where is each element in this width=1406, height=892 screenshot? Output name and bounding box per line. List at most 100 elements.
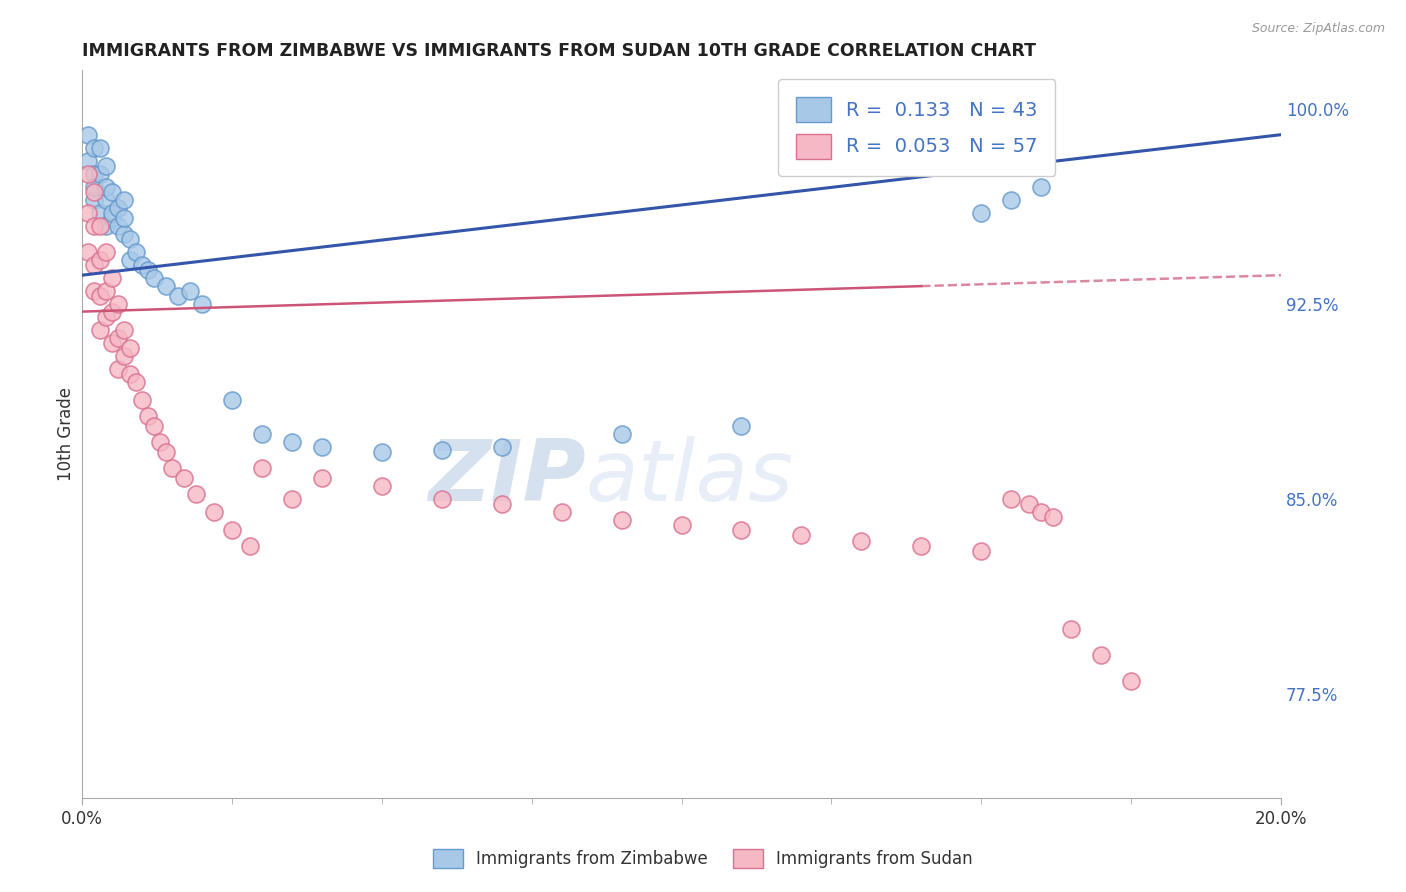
Point <box>101 304 124 318</box>
Point <box>239 539 262 553</box>
Point <box>160 460 183 475</box>
Point <box>120 367 142 381</box>
Point <box>1031 505 1053 519</box>
Legend: Immigrants from Zimbabwe, Immigrants from Sudan: Immigrants from Zimbabwe, Immigrants fro… <box>426 842 980 875</box>
Point <box>136 409 159 423</box>
Point <box>112 193 135 207</box>
Point <box>83 258 105 272</box>
Point <box>430 491 453 506</box>
Point <box>125 244 148 259</box>
Point <box>430 442 453 457</box>
Text: ZIP: ZIP <box>427 436 586 519</box>
Point <box>107 362 129 376</box>
Point <box>311 471 333 485</box>
Point <box>1031 179 1053 194</box>
Point <box>107 219 129 233</box>
Point <box>143 270 166 285</box>
Point <box>112 227 135 241</box>
Point <box>610 426 633 441</box>
Point <box>101 335 124 350</box>
Point <box>101 206 124 220</box>
Point <box>970 544 993 558</box>
Point <box>1000 193 1022 207</box>
Point <box>89 252 111 267</box>
Point <box>250 460 273 475</box>
Point <box>155 278 177 293</box>
Point <box>89 323 111 337</box>
Legend: R =  0.133   N = 43, R =  0.053   N = 57: R = 0.133 N = 43, R = 0.053 N = 57 <box>779 79 1056 176</box>
Point <box>179 284 201 298</box>
Point <box>77 244 100 259</box>
Point <box>671 518 693 533</box>
Point <box>155 445 177 459</box>
Point <box>491 497 513 511</box>
Point <box>910 539 932 553</box>
Point <box>191 297 214 311</box>
Text: IMMIGRANTS FROM ZIMBABWE VS IMMIGRANTS FROM SUDAN 10TH GRADE CORRELATION CHART: IMMIGRANTS FROM ZIMBABWE VS IMMIGRANTS F… <box>82 42 1036 60</box>
Point <box>77 206 100 220</box>
Point <box>1090 648 1112 662</box>
Point <box>730 523 752 537</box>
Point <box>173 471 195 485</box>
Point <box>89 167 111 181</box>
Point <box>136 263 159 277</box>
Point <box>94 244 117 259</box>
Point <box>790 528 813 542</box>
Point <box>101 270 124 285</box>
Point <box>184 487 207 501</box>
Text: atlas: atlas <box>586 436 793 519</box>
Y-axis label: 10th Grade: 10th Grade <box>58 387 75 481</box>
Point <box>89 219 111 233</box>
Point <box>77 167 100 181</box>
Point <box>89 206 111 220</box>
Point <box>89 141 111 155</box>
Point <box>94 310 117 324</box>
Point <box>83 193 105 207</box>
Point <box>101 211 124 225</box>
Point <box>221 393 243 408</box>
Point <box>281 434 304 449</box>
Point <box>125 375 148 389</box>
Point <box>311 440 333 454</box>
Point <box>94 284 117 298</box>
Point <box>851 533 873 548</box>
Text: Source: ZipAtlas.com: Source: ZipAtlas.com <box>1251 22 1385 36</box>
Point <box>83 167 105 181</box>
Point <box>83 141 105 155</box>
Point <box>112 211 135 225</box>
Point <box>281 491 304 506</box>
Point <box>1042 510 1064 524</box>
Point <box>167 289 190 303</box>
Point <box>1060 622 1083 636</box>
Point <box>491 440 513 454</box>
Point <box>83 185 105 199</box>
Point <box>77 153 100 168</box>
Point <box>112 349 135 363</box>
Point <box>101 185 124 199</box>
Point <box>83 219 105 233</box>
Point <box>94 159 117 173</box>
Point <box>131 258 153 272</box>
Point <box>1119 674 1142 689</box>
Point <box>94 193 117 207</box>
Point <box>89 289 111 303</box>
Point <box>550 505 572 519</box>
Point <box>1000 491 1022 506</box>
Point <box>83 179 105 194</box>
Point <box>112 323 135 337</box>
Point <box>77 128 100 142</box>
Point <box>83 284 105 298</box>
Point <box>202 505 225 519</box>
Point <box>107 201 129 215</box>
Point <box>94 179 117 194</box>
Point <box>221 523 243 537</box>
Point <box>131 393 153 408</box>
Point <box>970 206 993 220</box>
Point <box>120 341 142 355</box>
Point <box>107 331 129 345</box>
Point <box>1018 497 1040 511</box>
Point <box>149 434 172 449</box>
Point <box>610 513 633 527</box>
Point <box>250 426 273 441</box>
Point <box>120 232 142 246</box>
